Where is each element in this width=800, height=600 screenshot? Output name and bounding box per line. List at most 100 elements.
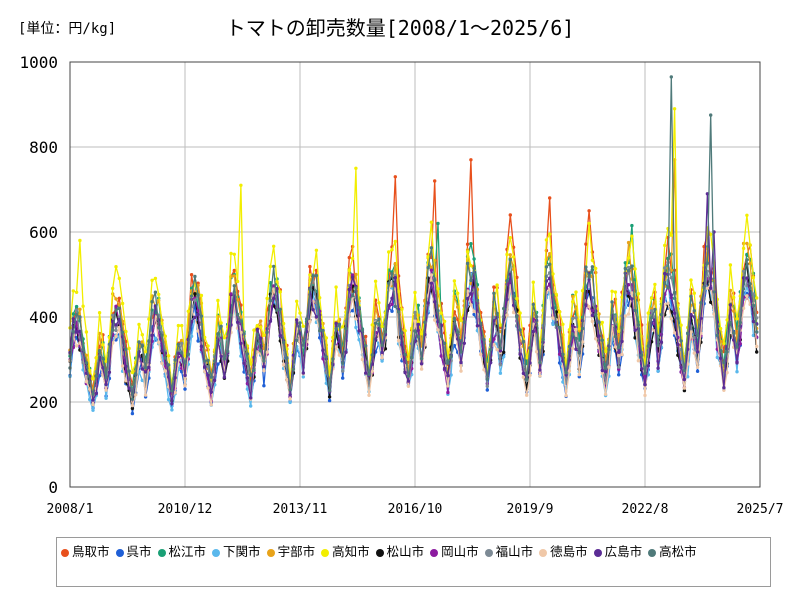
data-point <box>626 240 631 245</box>
data-point <box>406 374 411 378</box>
data-point <box>189 334 194 338</box>
legend-item: 広島市 <box>593 541 642 563</box>
data-point <box>327 389 332 393</box>
data-point <box>354 166 358 170</box>
data-point <box>396 338 401 343</box>
data-point <box>669 317 673 321</box>
data-point <box>252 328 256 332</box>
data-point <box>183 384 187 388</box>
data-point <box>548 252 552 256</box>
data-point <box>433 318 437 322</box>
data-point <box>193 292 197 296</box>
data-point <box>643 371 647 375</box>
data-point <box>262 384 266 388</box>
data-point <box>475 324 480 328</box>
data-point <box>160 333 164 338</box>
data-point <box>150 300 154 304</box>
data-point <box>584 242 588 246</box>
data-point <box>71 317 76 321</box>
data-point <box>318 329 322 333</box>
data-point <box>120 364 125 368</box>
data-point <box>449 373 453 377</box>
data-point <box>433 278 437 282</box>
data-point <box>147 365 151 370</box>
data-point <box>465 261 470 266</box>
data-point <box>120 301 125 306</box>
data-point <box>88 368 92 373</box>
data-point <box>373 321 378 325</box>
data-point <box>383 330 388 334</box>
data-point <box>124 329 128 334</box>
data-point <box>751 275 756 280</box>
data-point <box>620 339 624 344</box>
data-point <box>633 267 637 271</box>
data-point <box>416 303 420 307</box>
data-point <box>186 352 190 356</box>
data-point <box>413 290 417 295</box>
data-point <box>104 382 108 387</box>
data-point <box>567 328 572 332</box>
data-point <box>78 341 82 345</box>
data-point <box>429 220 434 224</box>
data-point <box>235 298 240 302</box>
data-point <box>170 389 174 393</box>
data-point <box>722 341 726 346</box>
legend-marker-icon <box>375 548 384 557</box>
data-point <box>176 323 181 328</box>
data-point <box>193 274 197 279</box>
data-point <box>117 296 122 300</box>
data-point <box>633 328 637 332</box>
data-point <box>488 347 493 352</box>
data-point <box>498 371 503 375</box>
data-point <box>321 357 325 361</box>
data-point <box>485 377 489 381</box>
data-point <box>620 326 624 330</box>
data-point <box>732 295 736 300</box>
data-point <box>147 339 151 344</box>
data-point <box>626 256 631 260</box>
data-point <box>81 347 85 352</box>
data-point <box>419 356 424 361</box>
data-point <box>134 372 138 376</box>
data-point <box>508 236 512 240</box>
data-point <box>114 334 118 339</box>
data-point <box>695 365 700 369</box>
data-point <box>97 349 102 353</box>
legend-item: 鳥取市 <box>61 541 110 563</box>
data-point <box>101 343 105 347</box>
data-point <box>117 276 122 281</box>
data-point <box>554 323 558 327</box>
data-point <box>173 376 177 380</box>
data-point <box>459 369 463 373</box>
data-point <box>235 320 240 324</box>
data-point <box>278 307 282 311</box>
data-point <box>311 308 315 312</box>
legend-item: 松江市 <box>157 541 206 563</box>
data-point <box>646 311 650 315</box>
data-point <box>272 244 276 248</box>
data-point <box>321 328 325 333</box>
data-point <box>239 330 243 335</box>
data-point <box>429 281 434 285</box>
data-point <box>617 350 621 354</box>
data-point <box>258 336 263 341</box>
data-point <box>617 329 621 333</box>
data-point <box>502 355 506 359</box>
data-point <box>505 313 509 317</box>
data-point <box>600 371 604 375</box>
data-point <box>380 356 384 360</box>
data-point <box>695 369 700 373</box>
data-point <box>561 352 565 357</box>
y-tick-label: 400 <box>29 308 58 327</box>
data-point <box>249 373 253 377</box>
data-point <box>163 334 167 338</box>
data-point <box>587 304 591 309</box>
data-point <box>659 313 664 317</box>
data-point <box>258 325 263 329</box>
data-point <box>551 293 555 297</box>
data-point <box>649 309 654 313</box>
data-point <box>755 344 759 349</box>
data-point <box>239 319 243 323</box>
data-point <box>705 261 710 265</box>
data-point <box>410 355 414 360</box>
